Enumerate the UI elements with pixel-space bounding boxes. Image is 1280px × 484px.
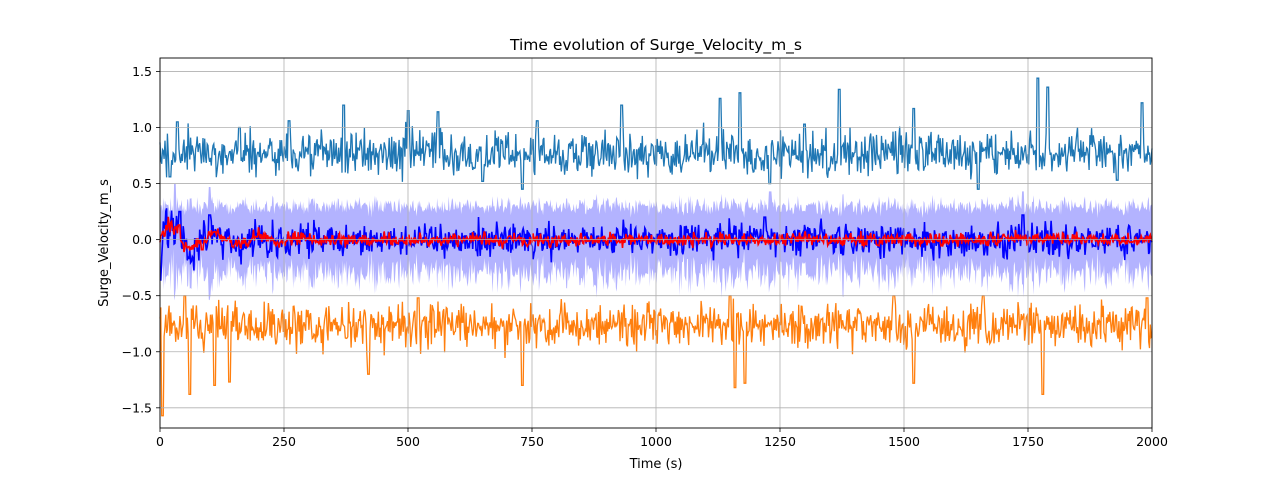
x-tick-label: 1250 <box>764 434 796 449</box>
x-tick-label: 500 <box>396 434 420 449</box>
y-tick-label: −1.0 <box>122 344 152 359</box>
x-tick-label: 0 <box>156 434 164 449</box>
x-tick-label: 250 <box>272 434 296 449</box>
y-tick-label: 0.5 <box>132 176 152 191</box>
y-tick-label: 1.0 <box>132 120 152 135</box>
x-axis-label: Time (s) <box>629 457 683 472</box>
chart-title: Time evolution of Surge_Velocity_m_s <box>509 36 802 55</box>
x-tick-label: 2000 <box>1136 434 1168 449</box>
y-tick-label: −0.5 <box>122 288 152 303</box>
plot-area: 0 250 500 750 1000 1250 1500 1750 2000 −1.5 −1.0 −0… <box>122 57 1168 449</box>
x-tick-label: 1750 <box>1012 434 1044 449</box>
y-axis-label: Surge_Velocity_m_s <box>97 179 112 307</box>
plot-frame <box>159 57 1153 429</box>
x-tick-label: 1500 <box>888 434 920 449</box>
y-tick-label: 1.5 <box>132 64 152 79</box>
x-tick-label: 1000 <box>640 434 672 449</box>
x-tick-label: 750 <box>520 434 544 449</box>
y-tick-label: −1.5 <box>122 400 152 415</box>
y-tick-label: 0.0 <box>132 232 152 247</box>
